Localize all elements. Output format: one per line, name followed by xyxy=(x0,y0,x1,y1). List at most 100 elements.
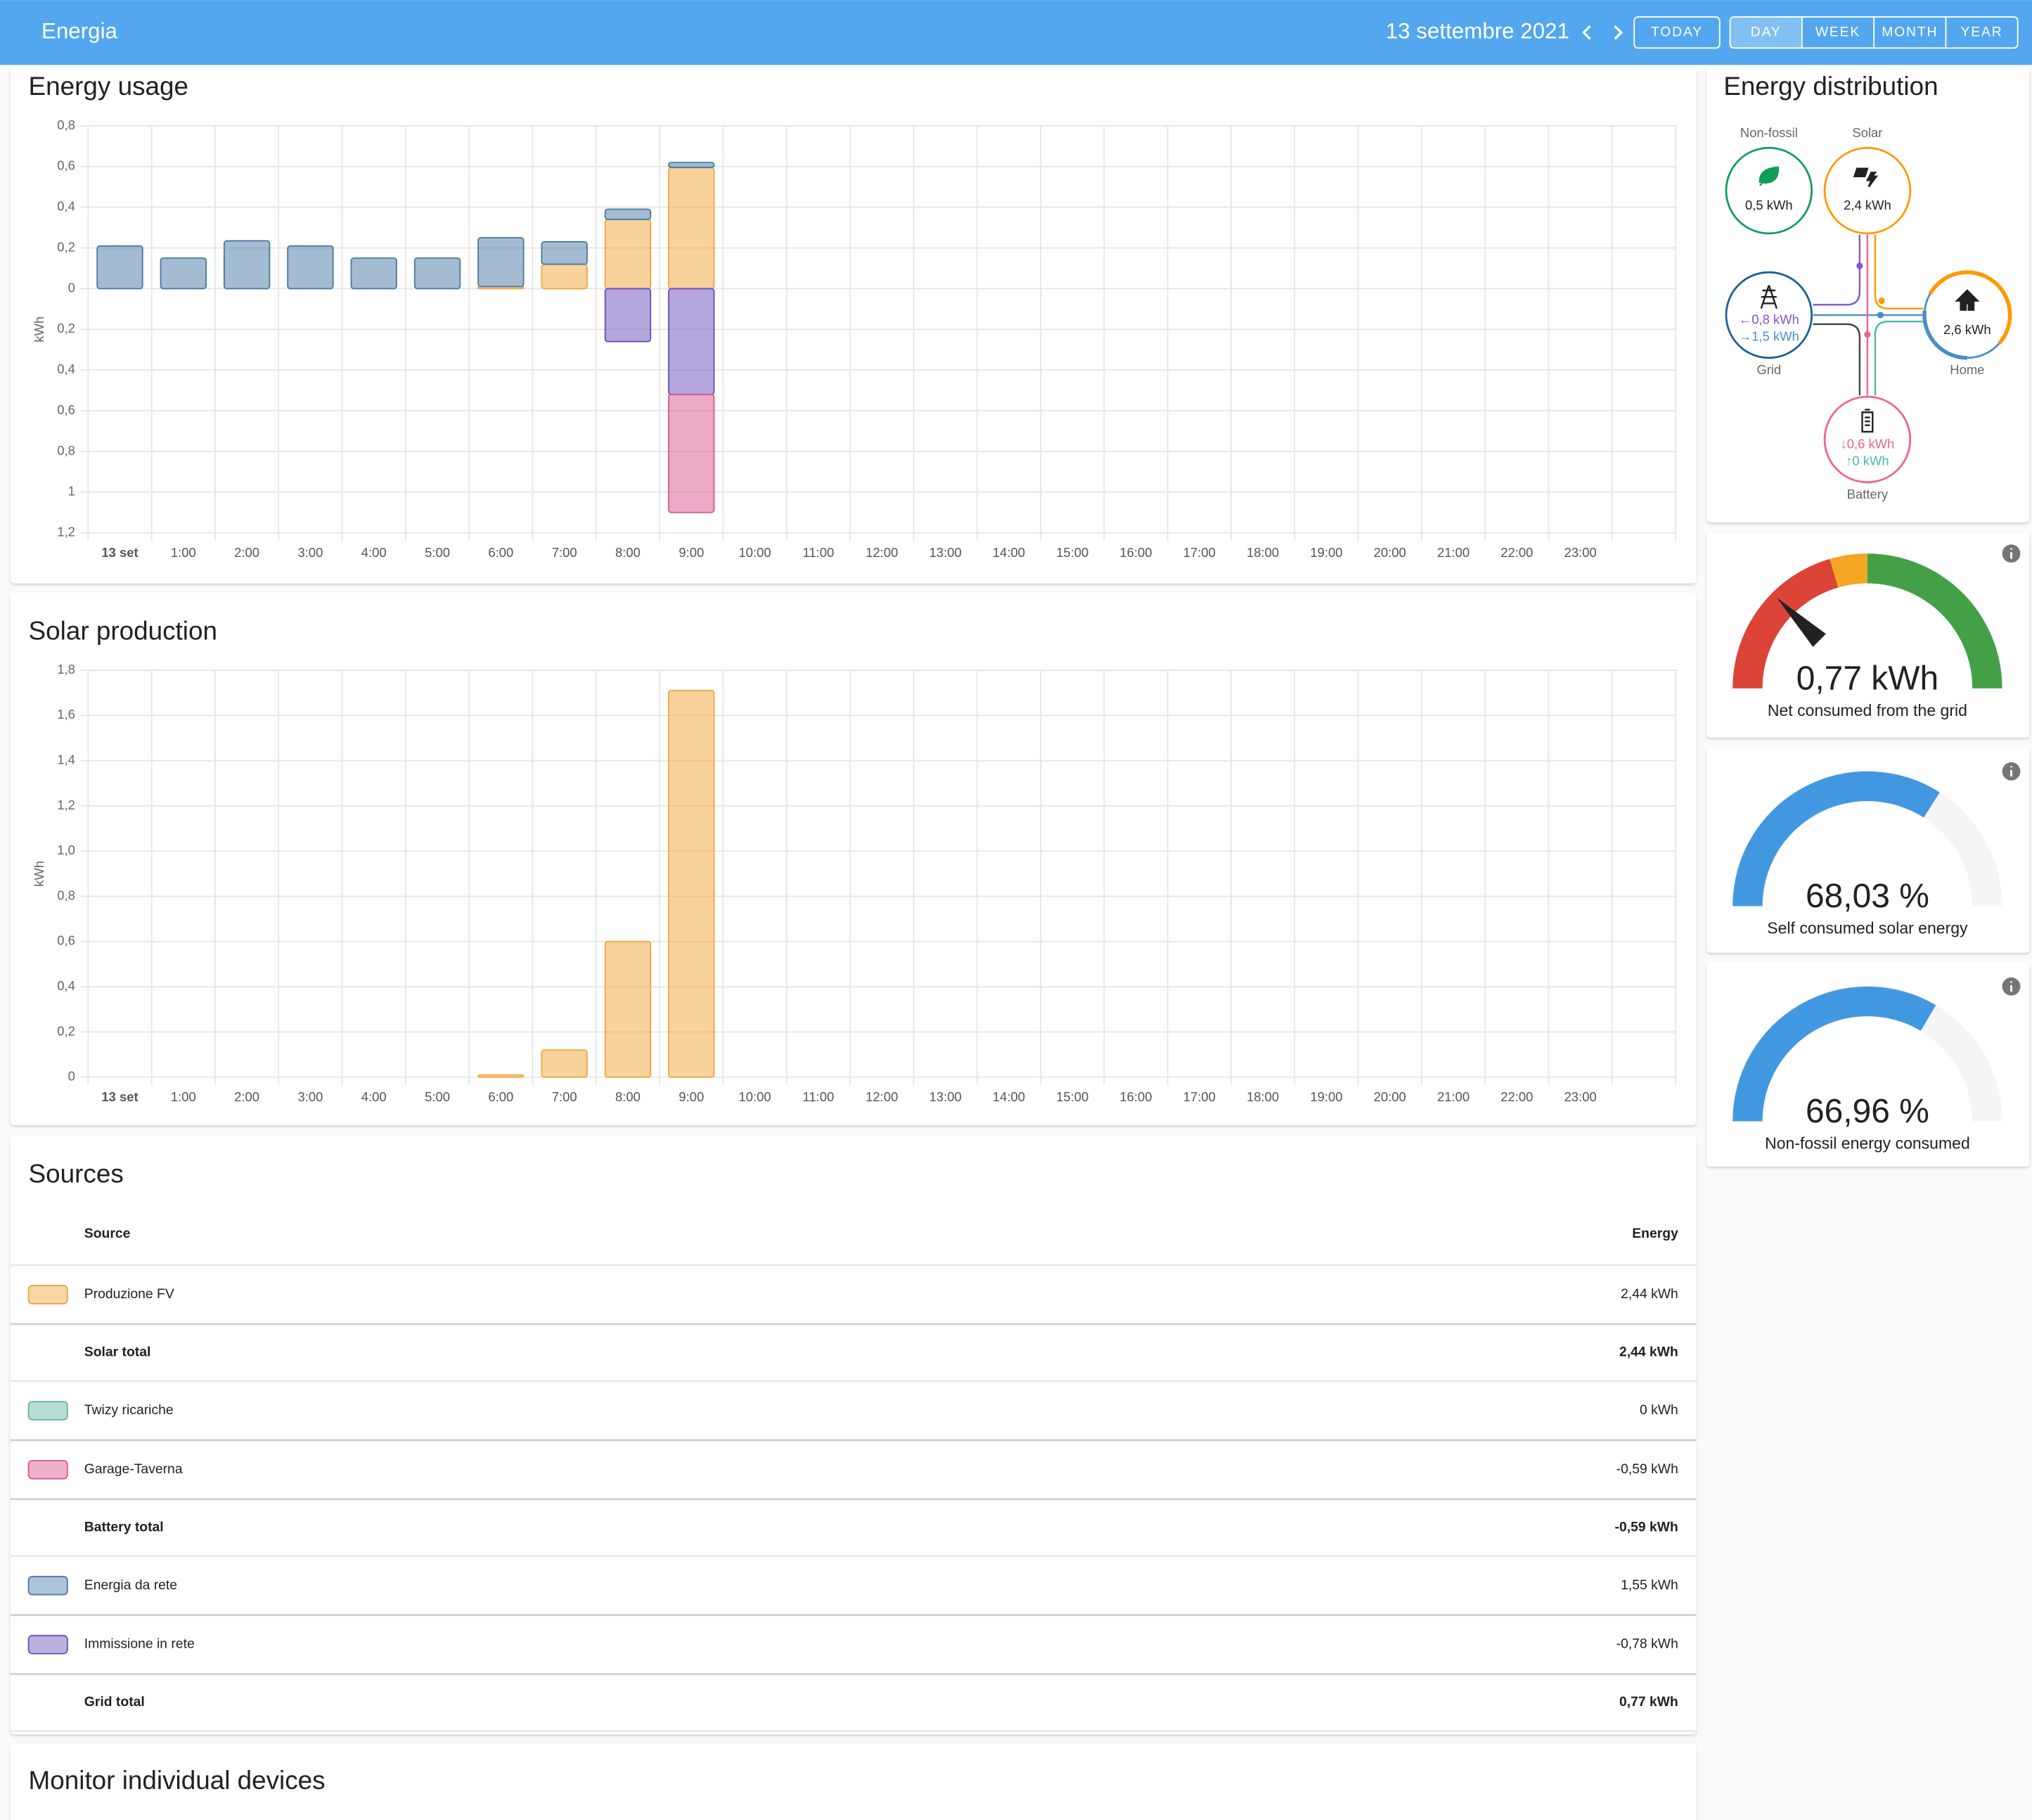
value-text: 1,5 kWh xyxy=(1751,328,1799,343)
selected-highlight[interactable] xyxy=(1730,17,1802,49)
period-button[interactable]: WEEK xyxy=(1801,17,1860,49)
table-row: Grid total 0,77 kWh xyxy=(10,1694,1697,1732)
x-tick-label: 14:00 xyxy=(993,545,1025,560)
today-button[interactable]: TODAY xyxy=(1633,16,1721,49)
info-button[interactable] xyxy=(2002,977,2021,996)
source-name: Twizy ricariche xyxy=(84,1402,174,1418)
bar xyxy=(223,240,271,290)
flow-dot xyxy=(1878,297,1885,305)
value-text: 2,6 kWh xyxy=(1943,322,1991,337)
table-row: Solar total 2,44 kWh xyxy=(10,1345,1697,1382)
x-tick-label: 5:00 xyxy=(425,1089,450,1104)
flow-line xyxy=(1813,323,1861,396)
button-label[interactable]: DAY xyxy=(1751,24,1782,39)
x-tick-label: 16:00 xyxy=(1119,545,1152,560)
bar xyxy=(668,690,715,1078)
x-tick-label: 11:00 xyxy=(803,1089,835,1104)
gauge-segment xyxy=(1830,553,1867,588)
card xyxy=(10,1743,1697,1820)
period-button[interactable]: DAY xyxy=(1730,17,1802,49)
flow-dot xyxy=(1877,312,1884,319)
info-button[interactable] xyxy=(2002,762,2021,781)
node-circle xyxy=(1823,395,1912,484)
gauge: 66,96 % Non-fossil energy consumed xyxy=(1732,977,2021,1153)
node-label: Solar xyxy=(1852,125,1882,140)
y-tick-label: 0,4 xyxy=(57,978,75,993)
node-value: ↓0,6 kWh xyxy=(1841,436,1895,451)
x-tick-label: 4:00 xyxy=(361,1089,387,1104)
node-value: ↑0 kWh xyxy=(1846,453,1889,468)
y-tick-label: 0,2 xyxy=(57,321,75,335)
x-tick-label: 6:00 xyxy=(488,545,513,560)
x-tick-label: 10:00 xyxy=(739,545,771,560)
bar xyxy=(604,288,652,342)
node-value: ←0,8 kWh xyxy=(1739,312,1799,326)
y-axis-label: kWh xyxy=(32,861,46,887)
value-text: 0,6 kWh xyxy=(1847,436,1895,451)
x-tick-label: 8:00 xyxy=(615,1089,641,1104)
period-button[interactable]: YEAR xyxy=(1945,17,2003,49)
prev-button[interactable] xyxy=(1581,25,1591,40)
x-tick-label: 15:00 xyxy=(1056,1089,1088,1104)
y-tick-label: 1,6 xyxy=(57,707,75,722)
bar xyxy=(668,167,715,290)
y-tick-label: 1,4 xyxy=(57,752,75,767)
x-tick-label: 21:00 xyxy=(1437,1089,1470,1104)
x-tick-label: 13 set xyxy=(101,1089,138,1104)
node-icon xyxy=(1760,285,1778,309)
gauge-caption: Non-fossil energy consumed xyxy=(1765,1134,1970,1153)
flow-node: 2,6 kWh Home xyxy=(1922,270,2012,377)
period-button[interactable]: MONTH xyxy=(1873,17,1938,49)
flow-dot xyxy=(1856,262,1863,269)
flow-node: ↓0,6 kWh ↑0 kWh Battery xyxy=(1823,395,1912,501)
x-tick-label: 23:00 xyxy=(1564,1089,1597,1104)
node-label: Battery xyxy=(1847,487,1889,501)
table-row: Energia da rete 1,55 kWh xyxy=(10,1575,1697,1617)
y-tick-label: 0,6 xyxy=(57,402,75,417)
app-bar xyxy=(0,0,2032,65)
bar xyxy=(604,208,652,220)
card xyxy=(10,67,1697,584)
y-tick-label: 0 xyxy=(68,1069,75,1084)
button-label[interactable]: TODAY xyxy=(1651,24,1703,39)
bar xyxy=(287,245,334,290)
bar xyxy=(350,257,397,290)
source-name: Solar total xyxy=(84,1345,151,1360)
table-row: Immissione in rete -0,78 kWh xyxy=(10,1634,1697,1675)
x-tick-label: 15:00 xyxy=(1056,545,1088,560)
x-tick-label: 12:00 xyxy=(866,545,898,560)
button-label[interactable]: YEAR xyxy=(1961,24,2003,39)
date-label: 13 settembre 2021 xyxy=(1386,18,1569,43)
button-label[interactable]: MONTH xyxy=(1882,24,1938,39)
button-frame[interactable] xyxy=(1633,16,1721,49)
x-tick-label: 1:00 xyxy=(171,1089,196,1104)
next-button[interactable] xyxy=(1614,25,1623,40)
x-tick-label: 21:00 xyxy=(1437,545,1470,560)
flow-node: 0,5 kWh Non-fossil xyxy=(1725,125,1813,235)
bar xyxy=(668,288,715,395)
y-tick-label: 0,2 xyxy=(57,239,75,254)
page-title: Energia xyxy=(41,18,118,43)
x-tick-label: 7:00 xyxy=(552,1089,577,1104)
legend-swatch xyxy=(27,1285,68,1305)
node-icon xyxy=(1861,409,1874,433)
x-tick-label: 3:00 xyxy=(297,1089,323,1104)
gauge-caption: Self consumed solar energy xyxy=(1767,919,1968,937)
x-tick-label: 6:00 xyxy=(488,1089,513,1104)
source-energy: -0,59 kWh xyxy=(1615,1519,1678,1534)
node-circle xyxy=(1725,271,1813,359)
x-tick-label: 22:00 xyxy=(1500,1089,1533,1104)
value-text: 0 kWh xyxy=(1852,453,1889,468)
x-tick-label: 17:00 xyxy=(1183,545,1216,560)
source-energy: 1,55 kWh xyxy=(1621,1577,1678,1593)
button-label[interactable]: WEEK xyxy=(1815,24,1860,39)
gauge: 68,03 % Self consumed solar energy xyxy=(1732,762,2021,937)
x-tick-label: 19:00 xyxy=(1310,545,1342,560)
x-tick-label: 10:00 xyxy=(739,1089,771,1104)
source-name: Immissione in rete xyxy=(84,1636,195,1652)
value-text: 0,8 kWh xyxy=(1751,312,1799,326)
x-tick-label: 13:00 xyxy=(929,1089,961,1104)
info-button[interactable] xyxy=(2002,544,2021,563)
x-tick-label: 5:00 xyxy=(425,545,450,560)
